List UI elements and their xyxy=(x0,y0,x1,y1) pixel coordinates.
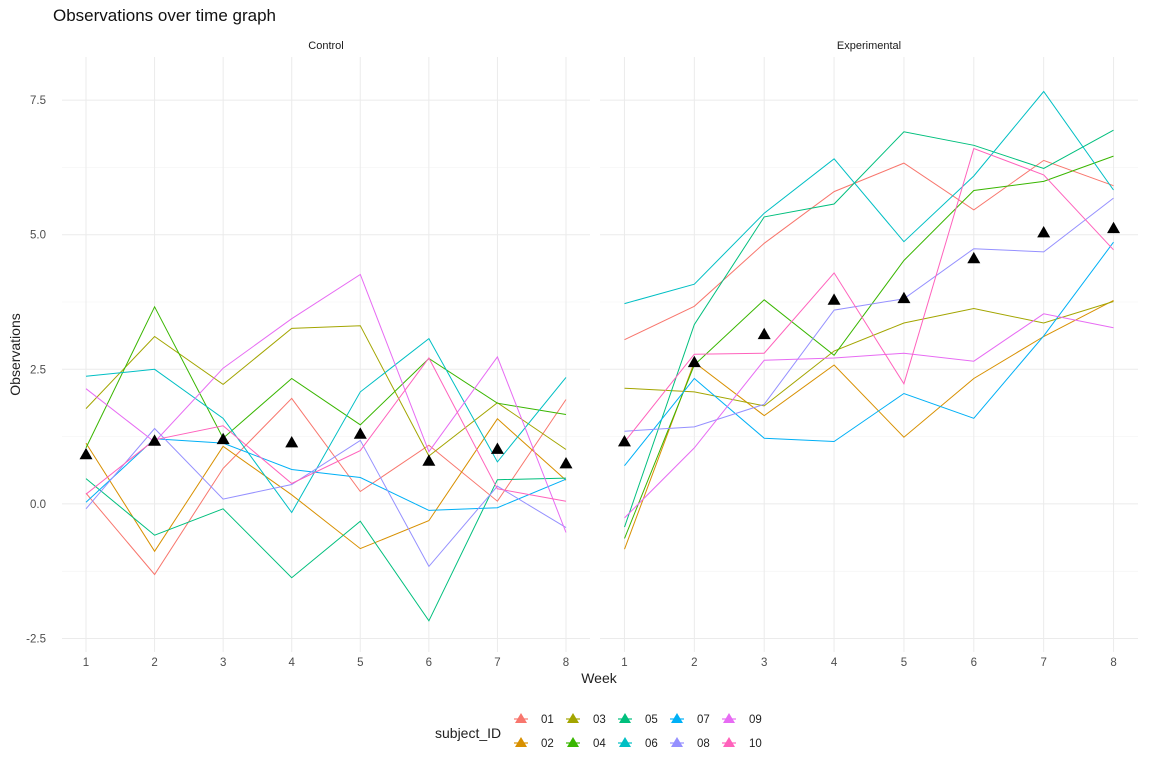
y-axis-label: Observations xyxy=(7,313,23,395)
legend-key-marker-06 xyxy=(619,737,631,747)
mean-point xyxy=(757,327,771,340)
mean-point xyxy=(490,442,504,454)
series-line-10 xyxy=(624,147,1114,443)
mean-point xyxy=(79,447,93,460)
x-axis-label: Week xyxy=(581,670,618,686)
series-line-07 xyxy=(624,241,1114,467)
mean-point xyxy=(1107,221,1121,234)
legend-key-marker-03 xyxy=(567,713,579,723)
chart-title: Observations over time graph xyxy=(53,6,276,25)
facet-label: Experimental xyxy=(837,40,901,52)
x-tick-label: 3 xyxy=(220,657,226,669)
legend-key-marker-04 xyxy=(567,737,579,747)
x-tick-label: 7 xyxy=(494,657,500,669)
legend-key-marker-10 xyxy=(723,737,735,747)
mean-point xyxy=(967,251,981,264)
x-tick-label: 1 xyxy=(83,657,89,669)
series-line-09 xyxy=(624,313,1114,519)
legend-label-04: 04 xyxy=(593,738,606,750)
series-line-05 xyxy=(624,129,1114,528)
series-line-10 xyxy=(85,357,567,502)
legend-label-05: 05 xyxy=(645,714,658,726)
series-line-08 xyxy=(624,197,1114,432)
series-line-05 xyxy=(85,477,567,622)
mean-point xyxy=(897,291,911,304)
mean-point xyxy=(1037,226,1051,238)
y-tick-label: 2.5 xyxy=(30,364,46,376)
legend-label-03: 03 xyxy=(593,714,606,726)
series-line-02 xyxy=(624,299,1114,550)
y-tick-label: 0.0 xyxy=(30,499,46,511)
x-tick-label: 6 xyxy=(971,657,977,669)
x-tick-label: 5 xyxy=(901,657,907,669)
legend-title: subject_ID xyxy=(435,725,501,741)
x-tick-label: 5 xyxy=(357,657,363,669)
y-tick-label: 5.0 xyxy=(30,230,46,242)
legend-label-01: 01 xyxy=(541,714,554,726)
series-line-06 xyxy=(624,90,1114,305)
y-tick-label: 7.5 xyxy=(30,95,46,107)
legend-key-marker-08 xyxy=(671,737,683,747)
series-line-06 xyxy=(85,337,567,514)
series-line-04 xyxy=(624,155,1114,539)
x-tick-label: 1 xyxy=(621,657,627,669)
x-tick-label: 2 xyxy=(151,657,157,669)
series-line-01 xyxy=(85,397,567,576)
legend-label-09: 09 xyxy=(749,714,762,726)
x-tick-label: 4 xyxy=(289,657,296,669)
x-tick-label: 6 xyxy=(426,657,432,669)
series-line-04 xyxy=(85,305,567,449)
legend-key-marker-07 xyxy=(671,713,683,723)
mean-point xyxy=(559,457,573,469)
series-line-03 xyxy=(85,325,567,457)
mean-point xyxy=(353,427,367,439)
series-line-03 xyxy=(624,301,1114,407)
x-tick-label: 8 xyxy=(1110,657,1116,669)
y-tick-label: -2.5 xyxy=(26,634,46,646)
mean-point xyxy=(285,436,299,448)
legend-label-02: 02 xyxy=(541,738,554,750)
mean-point xyxy=(687,355,701,368)
legend-key-marker-02 xyxy=(515,737,527,747)
legend-key-marker-01 xyxy=(515,713,527,723)
mean-point xyxy=(617,434,631,447)
mean-point xyxy=(216,432,230,445)
legend-label-06: 06 xyxy=(645,738,658,750)
series-line-01 xyxy=(624,159,1114,341)
mean-point xyxy=(827,293,841,305)
series-line-09 xyxy=(85,273,567,533)
x-tick-label: 8 xyxy=(563,657,569,669)
facet-label: Control xyxy=(308,40,343,52)
x-tick-label: 7 xyxy=(1040,657,1046,669)
legend-label-07: 07 xyxy=(697,714,710,726)
x-tick-label: 2 xyxy=(691,657,697,669)
legend-label-08: 08 xyxy=(697,738,710,750)
series-line-08 xyxy=(85,427,567,568)
legend-key-marker-05 xyxy=(619,713,631,723)
mean-point xyxy=(148,434,162,446)
x-tick-label: 3 xyxy=(761,657,767,669)
series-line-02 xyxy=(85,418,567,553)
series-line-07 xyxy=(85,438,567,511)
legend-label-10: 10 xyxy=(749,738,762,750)
x-tick-label: 4 xyxy=(831,657,838,669)
mean-point xyxy=(422,454,436,466)
legend-key-marker-09 xyxy=(723,713,735,723)
